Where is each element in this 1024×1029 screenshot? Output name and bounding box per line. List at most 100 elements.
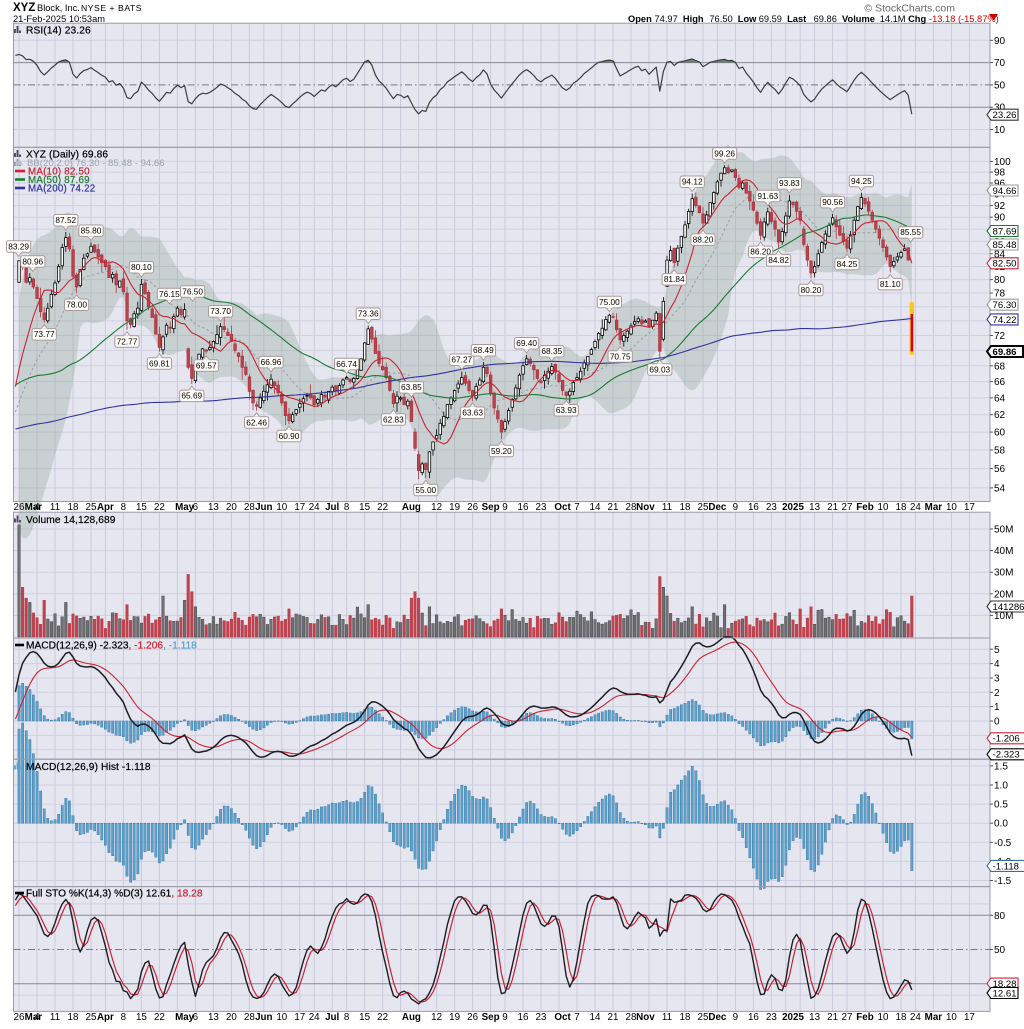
svg-text:82.50: 82.50	[993, 259, 1017, 270]
svg-text:69.86: 69.86	[814, 14, 837, 24]
svg-text:98: 98	[994, 168, 1006, 179]
svg-text:15: 15	[359, 1012, 370, 1023]
svg-text:81.10: 81.10	[880, 279, 901, 289]
svg-text:9: 9	[733, 1012, 738, 1023]
svg-text:5: 5	[994, 645, 1000, 656]
svg-text:85.55: 85.55	[900, 227, 921, 237]
svg-text:50: 50	[994, 80, 1006, 91]
svg-text:Volume: Volume	[842, 14, 875, 24]
svg-text:63.93: 63.93	[556, 405, 577, 415]
svg-text:14.1M: 14.1M	[880, 14, 906, 24]
svg-text:2: 2	[994, 688, 1000, 699]
svg-text:99.26: 99.26	[714, 148, 735, 158]
svg-text:83.29: 83.29	[8, 241, 29, 251]
svg-text:76.30: 76.30	[993, 300, 1017, 311]
svg-text:74.22: 74.22	[993, 315, 1017, 326]
svg-text:22: 22	[154, 1012, 165, 1023]
svg-text:10: 10	[994, 125, 1006, 136]
svg-text:4: 4	[994, 659, 1000, 670]
svg-text:8: 8	[121, 1012, 127, 1023]
svg-text:62: 62	[994, 410, 1006, 421]
svg-text:MA(200) 74.22: MA(200) 74.22	[28, 184, 95, 195]
svg-text:73.70: 73.70	[210, 306, 231, 316]
svg-text:80: 80	[994, 275, 1006, 286]
svg-text:Block, Inc.: Block, Inc.	[37, 3, 80, 13]
svg-text:78: 78	[994, 289, 1006, 300]
svg-text:Jul: Jul	[325, 1012, 339, 1023]
svg-text:22: 22	[377, 1012, 388, 1023]
svg-text:76.50: 76.50	[709, 14, 732, 24]
svg-text:73.36: 73.36	[358, 309, 379, 319]
svg-text:Jun: Jun	[255, 502, 272, 513]
svg-text:90: 90	[994, 36, 1006, 47]
svg-text:94.66: 94.66	[993, 186, 1017, 197]
svg-text:7: 7	[574, 502, 579, 513]
svg-text:76.15: 76.15	[159, 289, 180, 299]
svg-text:80.20: 80.20	[801, 285, 822, 295]
svg-text:10: 10	[946, 502, 957, 513]
svg-text:50M: 50M	[994, 525, 1013, 536]
svg-text:30M: 30M	[994, 568, 1013, 579]
svg-text:15: 15	[136, 1012, 147, 1023]
svg-text:23: 23	[766, 502, 777, 513]
svg-text:28: 28	[244, 502, 255, 513]
svg-text:80: 80	[994, 911, 1006, 922]
svg-text:93.83: 93.83	[779, 178, 800, 188]
svg-text:Feb: Feb	[856, 1012, 873, 1023]
svg-text:72: 72	[994, 331, 1006, 342]
svg-text:24: 24	[910, 502, 921, 513]
svg-text:-1.5: -1.5	[994, 876, 1012, 887]
svg-text:1.0: 1.0	[994, 781, 1008, 792]
svg-text:10: 10	[276, 1012, 287, 1023]
svg-text:Nov: Nov	[636, 1012, 655, 1023]
svg-text:60: 60	[994, 428, 1006, 439]
svg-text:18: 18	[896, 1012, 907, 1023]
svg-text:10: 10	[878, 502, 889, 513]
svg-text:21: 21	[608, 502, 619, 513]
svg-text:26: 26	[14, 1012, 25, 1023]
svg-text:70: 70	[994, 58, 1006, 69]
svg-text:55.00: 55.00	[415, 485, 436, 495]
svg-text:68: 68	[994, 361, 1006, 372]
svg-text:-13.18 (-15.87%): -13.18 (-15.87%)	[929, 14, 999, 24]
svg-text:27: 27	[842, 502, 853, 513]
svg-text:16: 16	[518, 1012, 529, 1023]
svg-text:13: 13	[208, 1012, 219, 1023]
svg-text:9: 9	[733, 502, 738, 513]
svg-text:90.56: 90.56	[822, 197, 843, 207]
svg-text:22: 22	[377, 502, 388, 513]
svg-text:80.10: 80.10	[131, 262, 152, 272]
svg-text:50: 50	[994, 945, 1006, 956]
svg-text:63.63: 63.63	[462, 408, 483, 418]
svg-text:Mar: Mar	[925, 502, 943, 513]
svg-text:12.61: 12.61	[993, 988, 1017, 999]
svg-text:14: 14	[590, 1012, 601, 1023]
svg-text:18: 18	[896, 502, 907, 513]
svg-text:100: 100	[994, 157, 1011, 168]
svg-text:10: 10	[276, 502, 287, 513]
svg-text:11: 11	[662, 1012, 672, 1023]
svg-text:94.25: 94.25	[851, 176, 872, 186]
svg-text:18: 18	[680, 502, 691, 513]
svg-text:-2.323: -2.323	[993, 750, 1020, 761]
svg-text:25: 25	[86, 1012, 97, 1023]
svg-text:59.20: 59.20	[491, 446, 512, 456]
svg-text:0: 0	[994, 717, 1000, 728]
svg-text:2025: 2025	[782, 1012, 804, 1023]
svg-text:16: 16	[748, 502, 759, 513]
svg-text:91.63: 91.63	[757, 191, 778, 201]
svg-text:8: 8	[121, 502, 127, 513]
svg-text:24: 24	[309, 1012, 320, 1023]
svg-text:73.77: 73.77	[34, 329, 55, 339]
svg-text:21: 21	[827, 502, 838, 513]
svg-text:21: 21	[608, 1012, 619, 1023]
svg-text:80.96: 80.96	[22, 256, 43, 266]
svg-text:15: 15	[359, 502, 370, 513]
svg-text:10: 10	[878, 1012, 889, 1023]
svg-text:Aug: Aug	[402, 1012, 421, 1023]
svg-text:May: May	[175, 1012, 195, 1023]
svg-text:21-Feb-2025 10:53am: 21-Feb-2025 10:53am	[13, 14, 105, 24]
svg-text:-1.206: -1.206	[993, 734, 1020, 745]
svg-text:65.69: 65.69	[181, 391, 202, 401]
svg-text:26: 26	[467, 502, 478, 513]
